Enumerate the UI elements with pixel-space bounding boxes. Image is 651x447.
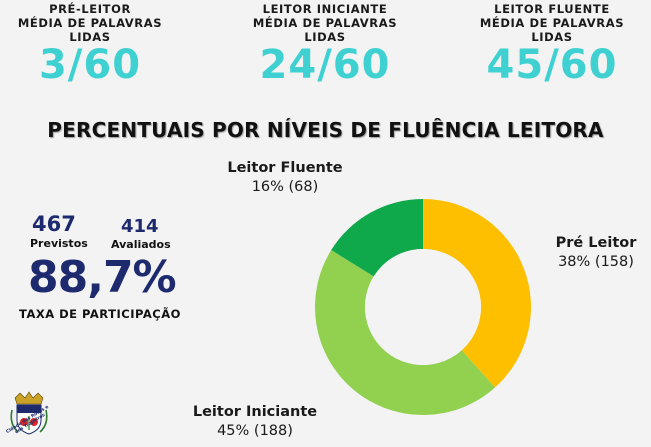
label-leitor-fluente: Leitor Fluente 16% (68)	[215, 159, 355, 197]
stat-value: 24/60	[259, 42, 391, 88]
stat-label: LEITOR FLUENTE MÉDIA DE PALAVRAS LIDAS	[479, 2, 625, 44]
stat-value: 3/60	[38, 42, 142, 88]
participation-rate-label: TAXA DE PARTICIPAÇÃO	[19, 307, 181, 321]
slice-value: 45% (188)	[217, 423, 293, 439]
slice-name: Pré Leitor	[555, 235, 637, 251]
slice-value: 38% (158)	[558, 254, 634, 270]
slice-pr-leitor	[423, 199, 531, 388]
label-pre-leitor: Pré Leitor 38% (158)	[541, 234, 651, 272]
stat-leitor-fluente: LEITOR FLUENTE MÉDIA DE PALAVRAS LIDAS 4…	[452, 2, 651, 86]
chart-title: PERCENTUAIS POR NÍVEIS DE FLUÊNCIA LEITO…	[47, 118, 604, 142]
avaliados-label: Avaliados	[111, 238, 171, 251]
previstos-value: 467	[32, 212, 76, 236]
stat-pre-leitor: PRÉ-LEITOR MÉDIA DE PALAVRAS LIDAS 3/60	[0, 2, 190, 86]
stat-label: PRÉ-LEITOR MÉDIA DE PALAVRAS LIDAS	[17, 2, 163, 44]
donut-hole	[365, 249, 481, 365]
slice-name: Leitor Iniciante	[192, 404, 318, 420]
slice-name: Leitor Fluente	[227, 160, 343, 176]
stat-value: 45/60	[486, 42, 618, 88]
city-logo: Cidade das Rosas e dos Tropeiros	[6, 390, 52, 442]
stat-leitor-iniciante: LEITOR INICIANTE MÉDIA DE PALAVRAS LIDAS…	[225, 2, 425, 86]
slice-leitor-iniciante	[314, 250, 496, 416]
avaliados-value: 414	[121, 216, 159, 237]
donut-chart	[314, 199, 531, 416]
stat-label: LEITOR INICIANTE MÉDIA DE PALAVRAS LIDAS	[252, 2, 398, 44]
slice-value: 16% (68)	[251, 179, 319, 195]
participation-rate: 88,7%	[28, 252, 177, 303]
slice-leitor-fluente	[331, 199, 423, 277]
previstos-label: Previstos	[30, 237, 88, 250]
label-leitor-iniciante: Leitor Iniciante 45% (188)	[185, 403, 325, 441]
